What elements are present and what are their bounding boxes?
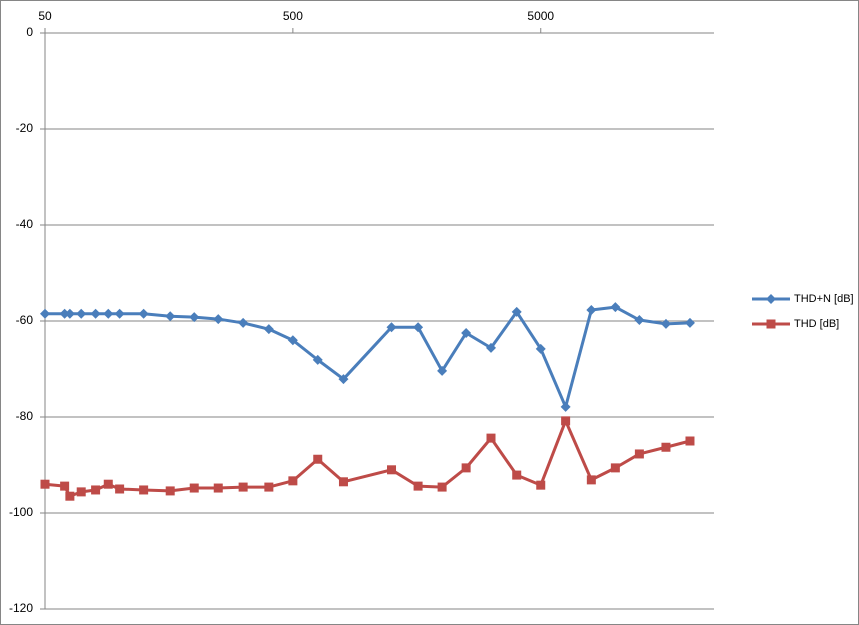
marker xyxy=(238,482,248,492)
marker xyxy=(103,308,114,319)
marker xyxy=(60,481,70,491)
marker xyxy=(139,485,149,495)
marker xyxy=(338,374,349,385)
legend-marker xyxy=(766,294,776,304)
marker xyxy=(386,322,397,333)
marker xyxy=(40,479,50,489)
marker xyxy=(560,401,571,412)
marker xyxy=(263,324,274,335)
marker xyxy=(264,482,274,492)
marker xyxy=(76,308,87,319)
marker xyxy=(288,476,298,486)
marker xyxy=(103,479,113,489)
marker xyxy=(115,484,125,494)
marker xyxy=(213,314,224,325)
marker xyxy=(685,436,695,446)
marker xyxy=(313,454,323,464)
marker xyxy=(437,365,448,376)
x-tick-label: 500 xyxy=(283,9,303,23)
marker xyxy=(486,342,497,353)
marker xyxy=(64,308,75,319)
marker xyxy=(486,433,496,443)
y-tick-label: 0 xyxy=(26,25,33,39)
marker xyxy=(413,481,423,491)
marker xyxy=(114,308,125,319)
marker xyxy=(461,328,472,338)
y-tick-label: -120 xyxy=(9,601,33,615)
legend-label: THD+N [dB] xyxy=(794,293,854,305)
marker xyxy=(91,485,101,495)
marker xyxy=(213,483,223,493)
marker xyxy=(40,308,50,319)
marker xyxy=(586,475,596,485)
marker xyxy=(461,463,471,473)
marker xyxy=(189,312,200,323)
marker xyxy=(189,483,199,493)
marker xyxy=(238,317,249,328)
y-tick-label: -100 xyxy=(9,505,33,519)
marker xyxy=(387,465,397,475)
marker xyxy=(312,354,323,365)
marker xyxy=(90,308,101,319)
x-tick-label: 50 xyxy=(38,9,52,23)
marker xyxy=(65,491,75,501)
y-tick-label: -80 xyxy=(16,409,34,423)
marker xyxy=(561,416,571,426)
marker xyxy=(165,311,176,322)
marker xyxy=(59,308,70,319)
marker xyxy=(138,308,149,319)
legend-marker xyxy=(766,319,776,329)
marker xyxy=(586,304,597,315)
legend-label: THD [dB] xyxy=(794,318,839,330)
marker xyxy=(610,302,621,313)
marker xyxy=(413,322,424,333)
marker xyxy=(287,335,298,346)
marker xyxy=(512,470,522,480)
marker xyxy=(610,463,620,473)
x-tick-label: 5000 xyxy=(527,9,554,23)
y-tick-label: -20 xyxy=(16,121,34,135)
marker xyxy=(661,442,671,452)
marker xyxy=(535,343,546,354)
marker xyxy=(511,306,522,317)
marker xyxy=(437,482,447,492)
marker xyxy=(634,315,645,326)
marker xyxy=(76,487,86,497)
y-tick-label: -40 xyxy=(16,217,34,231)
marker xyxy=(165,486,175,496)
marker xyxy=(536,480,546,490)
marker xyxy=(338,477,348,487)
marker xyxy=(634,449,644,459)
marker xyxy=(660,318,671,329)
marker xyxy=(684,317,695,328)
y-tick-label: -60 xyxy=(16,313,34,327)
